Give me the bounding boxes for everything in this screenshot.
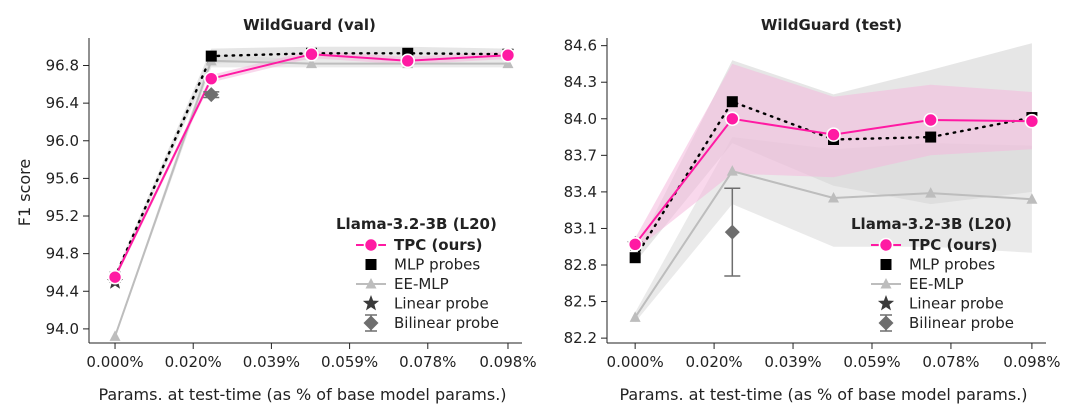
legend-label: Linear probe — [909, 295, 1004, 313]
data-point — [304, 46, 319, 62]
legend-label: Bilinear probe — [394, 314, 499, 332]
x-tick-label: 0.059% — [321, 353, 378, 371]
x-tick-label: 0.000% — [607, 353, 664, 371]
x-tick-label: 0.098% — [1003, 353, 1060, 371]
chart-panel-2: WildGuard (test) 82.2 82.5 82.8 83.1 83.4 83.7… — [564, 16, 1061, 404]
y-tick-label: 95.6 — [46, 169, 79, 187]
y-tick-label: 96.8 — [46, 57, 79, 75]
data-point — [109, 330, 121, 341]
y-tick-label: 94.0 — [46, 320, 79, 338]
x-tick-label: 0.078% — [399, 353, 456, 371]
legend-marker — [877, 295, 895, 311]
y-tick-label: 84.3 — [564, 73, 597, 91]
chart-panel-1: WildGuard (val) 94.0 94.4 94.8 95.2 95.6 96.0 9… — [15, 16, 537, 404]
y-tick-label: 82.2 — [564, 329, 597, 347]
legend-label: EE-MLP — [394, 275, 449, 293]
data-point — [205, 50, 217, 62]
data-point — [725, 111, 740, 127]
data-point — [203, 71, 219, 86]
legend-marker — [363, 315, 379, 331]
x-tick-label: 0.039% — [243, 353, 300, 371]
y-tick-label: 82.5 — [564, 293, 597, 311]
legend-marker — [880, 278, 892, 289]
x-tick-label: 0.020% — [685, 353, 742, 371]
y-tick-label: 95.2 — [46, 207, 79, 225]
y-tick-label: 82.8 — [564, 256, 597, 274]
x-tick-label: 0.059% — [843, 353, 900, 371]
data-point — [627, 236, 643, 252]
y-axis-label: F1 score — [15, 159, 34, 226]
data-point — [306, 57, 318, 69]
x-tick-label: 0.020% — [165, 353, 222, 371]
data-point — [724, 224, 740, 240]
legend-marker — [878, 237, 894, 253]
data-point — [726, 96, 738, 108]
data-point — [402, 47, 414, 59]
data-point — [1026, 193, 1038, 204]
legend-title: Llama-3.2-3B (L20) — [851, 215, 1012, 233]
legend-label: MLP probes — [909, 256, 995, 274]
data-point — [203, 87, 219, 103]
x-tick-label: 0.039% — [764, 353, 821, 371]
legend-title: Llama-3.2-3B (L20) — [336, 215, 497, 233]
legend-label: TPC (ours) — [909, 236, 997, 254]
data-point — [1024, 113, 1040, 129]
legend-label: Bilinear probe — [909, 314, 1014, 332]
legend-marker — [363, 237, 379, 253]
data-point — [107, 269, 123, 285]
legend-marker — [880, 259, 892, 270]
y-tick-label: 96.4 — [46, 94, 79, 112]
y-tick-label: 83.4 — [564, 183, 597, 201]
data-point — [629, 311, 641, 322]
x-tick-label: 0.098% — [479, 353, 536, 371]
data-point — [629, 252, 641, 264]
legend-label: TPC (ours) — [394, 236, 482, 254]
data-point — [828, 191, 840, 203]
legend: Llama-3.2-3B (L20) TPC (ours) MLP probesEE… — [336, 215, 499, 332]
chart-title: WildGuard (test) — [761, 16, 902, 34]
data-point — [502, 57, 514, 69]
x-axis-label: Params. at test-time (as % of base model… — [619, 385, 1027, 404]
data-point — [925, 187, 937, 198]
y-tick-label: 84.0 — [564, 110, 597, 128]
y-tick-label: 96.0 — [46, 132, 79, 150]
x-tick-label: 0.078% — [922, 353, 979, 371]
x-axis-label: Params. at test-time (as % of base model… — [98, 385, 506, 404]
legend-marker — [365, 278, 377, 289]
legend-label: Linear probe — [394, 295, 489, 313]
legend-marker — [362, 295, 380, 311]
confidence-band — [635, 63, 1032, 251]
legend: Llama-3.2-3B (L20) TPC (ours) MLP probesEE… — [851, 215, 1014, 332]
chart-title: WildGuard (val) — [243, 16, 376, 34]
data-point — [923, 112, 938, 128]
y-tick-label: 84.6 — [564, 37, 597, 55]
legend-marker — [878, 315, 894, 331]
y-tick-label: 94.4 — [46, 282, 79, 300]
data-point — [500, 47, 516, 63]
y-tick-label: 83.1 — [564, 219, 597, 237]
legend-marker — [365, 259, 377, 270]
x-tick-label: 0.000% — [86, 353, 143, 371]
y-tick-label: 83.7 — [564, 146, 597, 164]
legend-label: EE-MLP — [909, 275, 964, 293]
data-point — [925, 131, 937, 143]
data-point — [826, 127, 841, 142]
data-point — [400, 53, 416, 69]
data-point — [726, 165, 738, 176]
y-tick-label: 94.8 — [46, 245, 79, 263]
legend-label: MLP probes — [394, 256, 480, 274]
